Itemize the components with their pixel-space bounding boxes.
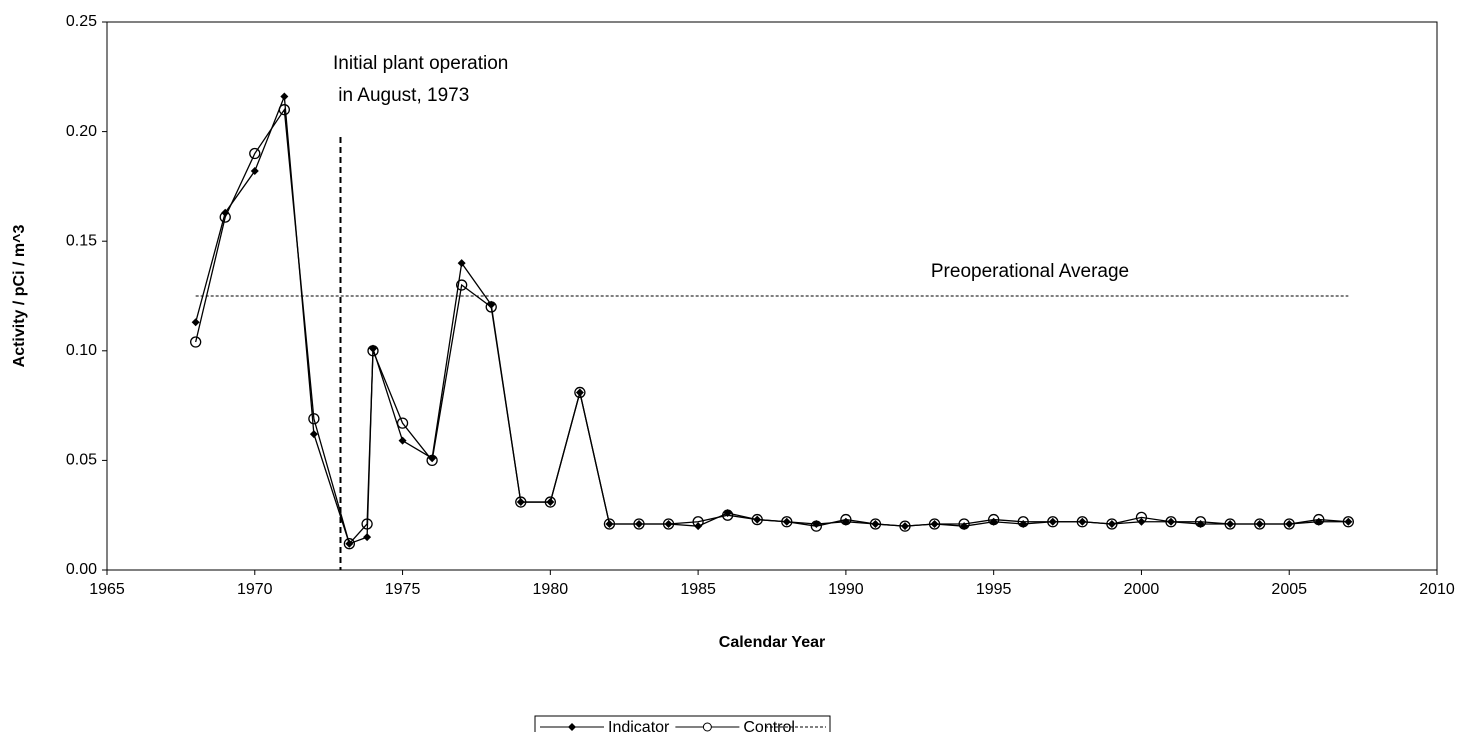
marker (249, 147, 261, 160)
marker (309, 430, 318, 439)
x-tick-label: 2000 (1124, 581, 1160, 598)
marker (1017, 516, 1029, 528)
marker (633, 518, 645, 530)
marker (191, 318, 200, 327)
legend-box (534, 715, 831, 732)
marker (662, 518, 675, 530)
marker (930, 519, 939, 528)
marker (367, 345, 379, 357)
marker (574, 386, 586, 399)
plot-area (106, 21, 1438, 571)
y-tick-label: 0.00 (66, 561, 97, 578)
marker (1254, 518, 1266, 530)
marker (575, 388, 584, 397)
marker (398, 436, 407, 445)
x-tick-label: 1990 (828, 581, 864, 598)
x-tick-label: 2005 (1271, 581, 1307, 598)
series-line (195, 107, 1349, 546)
marker (901, 522, 909, 531)
marker (343, 538, 356, 550)
marker (871, 519, 880, 528)
marker (485, 301, 497, 313)
legend-label: Indicator (608, 719, 670, 732)
annotation: Initial plant operation (333, 53, 508, 74)
marker (753, 515, 762, 524)
marker (250, 167, 259, 176)
marker (840, 513, 852, 526)
marker (363, 533, 372, 542)
marker (781, 516, 793, 528)
marker (810, 520, 822, 532)
marker (635, 519, 643, 528)
x-tick-label: 2010 (1419, 581, 1455, 598)
marker (1167, 517, 1175, 526)
marker (1283, 518, 1295, 530)
marker (426, 454, 438, 467)
y-tick-label: 0.25 (66, 13, 97, 30)
y-tick-label: 0.10 (66, 342, 97, 359)
marker (278, 104, 290, 116)
marker (1313, 513, 1325, 526)
legend-label: Control (743, 719, 795, 732)
legend-marker (702, 722, 712, 732)
marker (361, 518, 373, 530)
marker (722, 509, 734, 521)
marker (457, 259, 466, 268)
marker (958, 518, 970, 530)
marker (1224, 518, 1236, 530)
marker (1285, 519, 1294, 528)
marker (546, 498, 555, 507)
marker (1048, 517, 1057, 526)
marker (1194, 516, 1207, 528)
marker (1135, 511, 1148, 524)
y-tick-label: 0.15 (66, 232, 97, 249)
marker (1047, 516, 1059, 528)
marker (219, 211, 231, 223)
marker (190, 336, 202, 348)
marker (396, 417, 409, 429)
y-tick-label: 0.20 (66, 123, 97, 140)
marker (603, 518, 616, 530)
marker (988, 513, 1000, 526)
marker (928, 518, 941, 530)
x-tick-label: 1985 (680, 581, 716, 598)
x-tick-label: 1975 (385, 581, 421, 598)
marker (345, 539, 354, 548)
marker (664, 519, 673, 528)
marker (605, 519, 614, 528)
marker (516, 498, 525, 507)
marker (1344, 517, 1353, 526)
marker (1107, 519, 1116, 528)
marker (1226, 519, 1235, 528)
marker (782, 517, 791, 526)
y-axis-title: Activity / pCi / m^3 (11, 225, 28, 368)
legend: Indicator Control (534, 715, 831, 732)
x-tick-label: 1995 (976, 581, 1012, 598)
x-tick-label: 1980 (533, 581, 569, 598)
marker (1076, 516, 1088, 528)
x-tick-label: 1965 (89, 581, 125, 598)
marker (692, 516, 704, 528)
marker (899, 520, 911, 532)
marker (1165, 516, 1177, 528)
annotation: Preoperational Average (931, 261, 1129, 282)
marker (280, 92, 289, 101)
marker (544, 496, 556, 508)
marker (869, 518, 882, 530)
y-tick-label: 0.05 (66, 452, 97, 469)
marker (1255, 519, 1264, 528)
annotation: in August, 1973 (333, 85, 469, 106)
marker (308, 413, 320, 425)
marker (751, 513, 763, 526)
marker (456, 279, 468, 291)
legend-marker (568, 723, 576, 731)
marker (1342, 516, 1354, 528)
x-tick-label: 1970 (237, 581, 273, 598)
x-axis-title: Calendar Year (719, 634, 825, 651)
marker (1106, 518, 1118, 530)
marker (515, 496, 527, 508)
marker (1078, 517, 1087, 526)
